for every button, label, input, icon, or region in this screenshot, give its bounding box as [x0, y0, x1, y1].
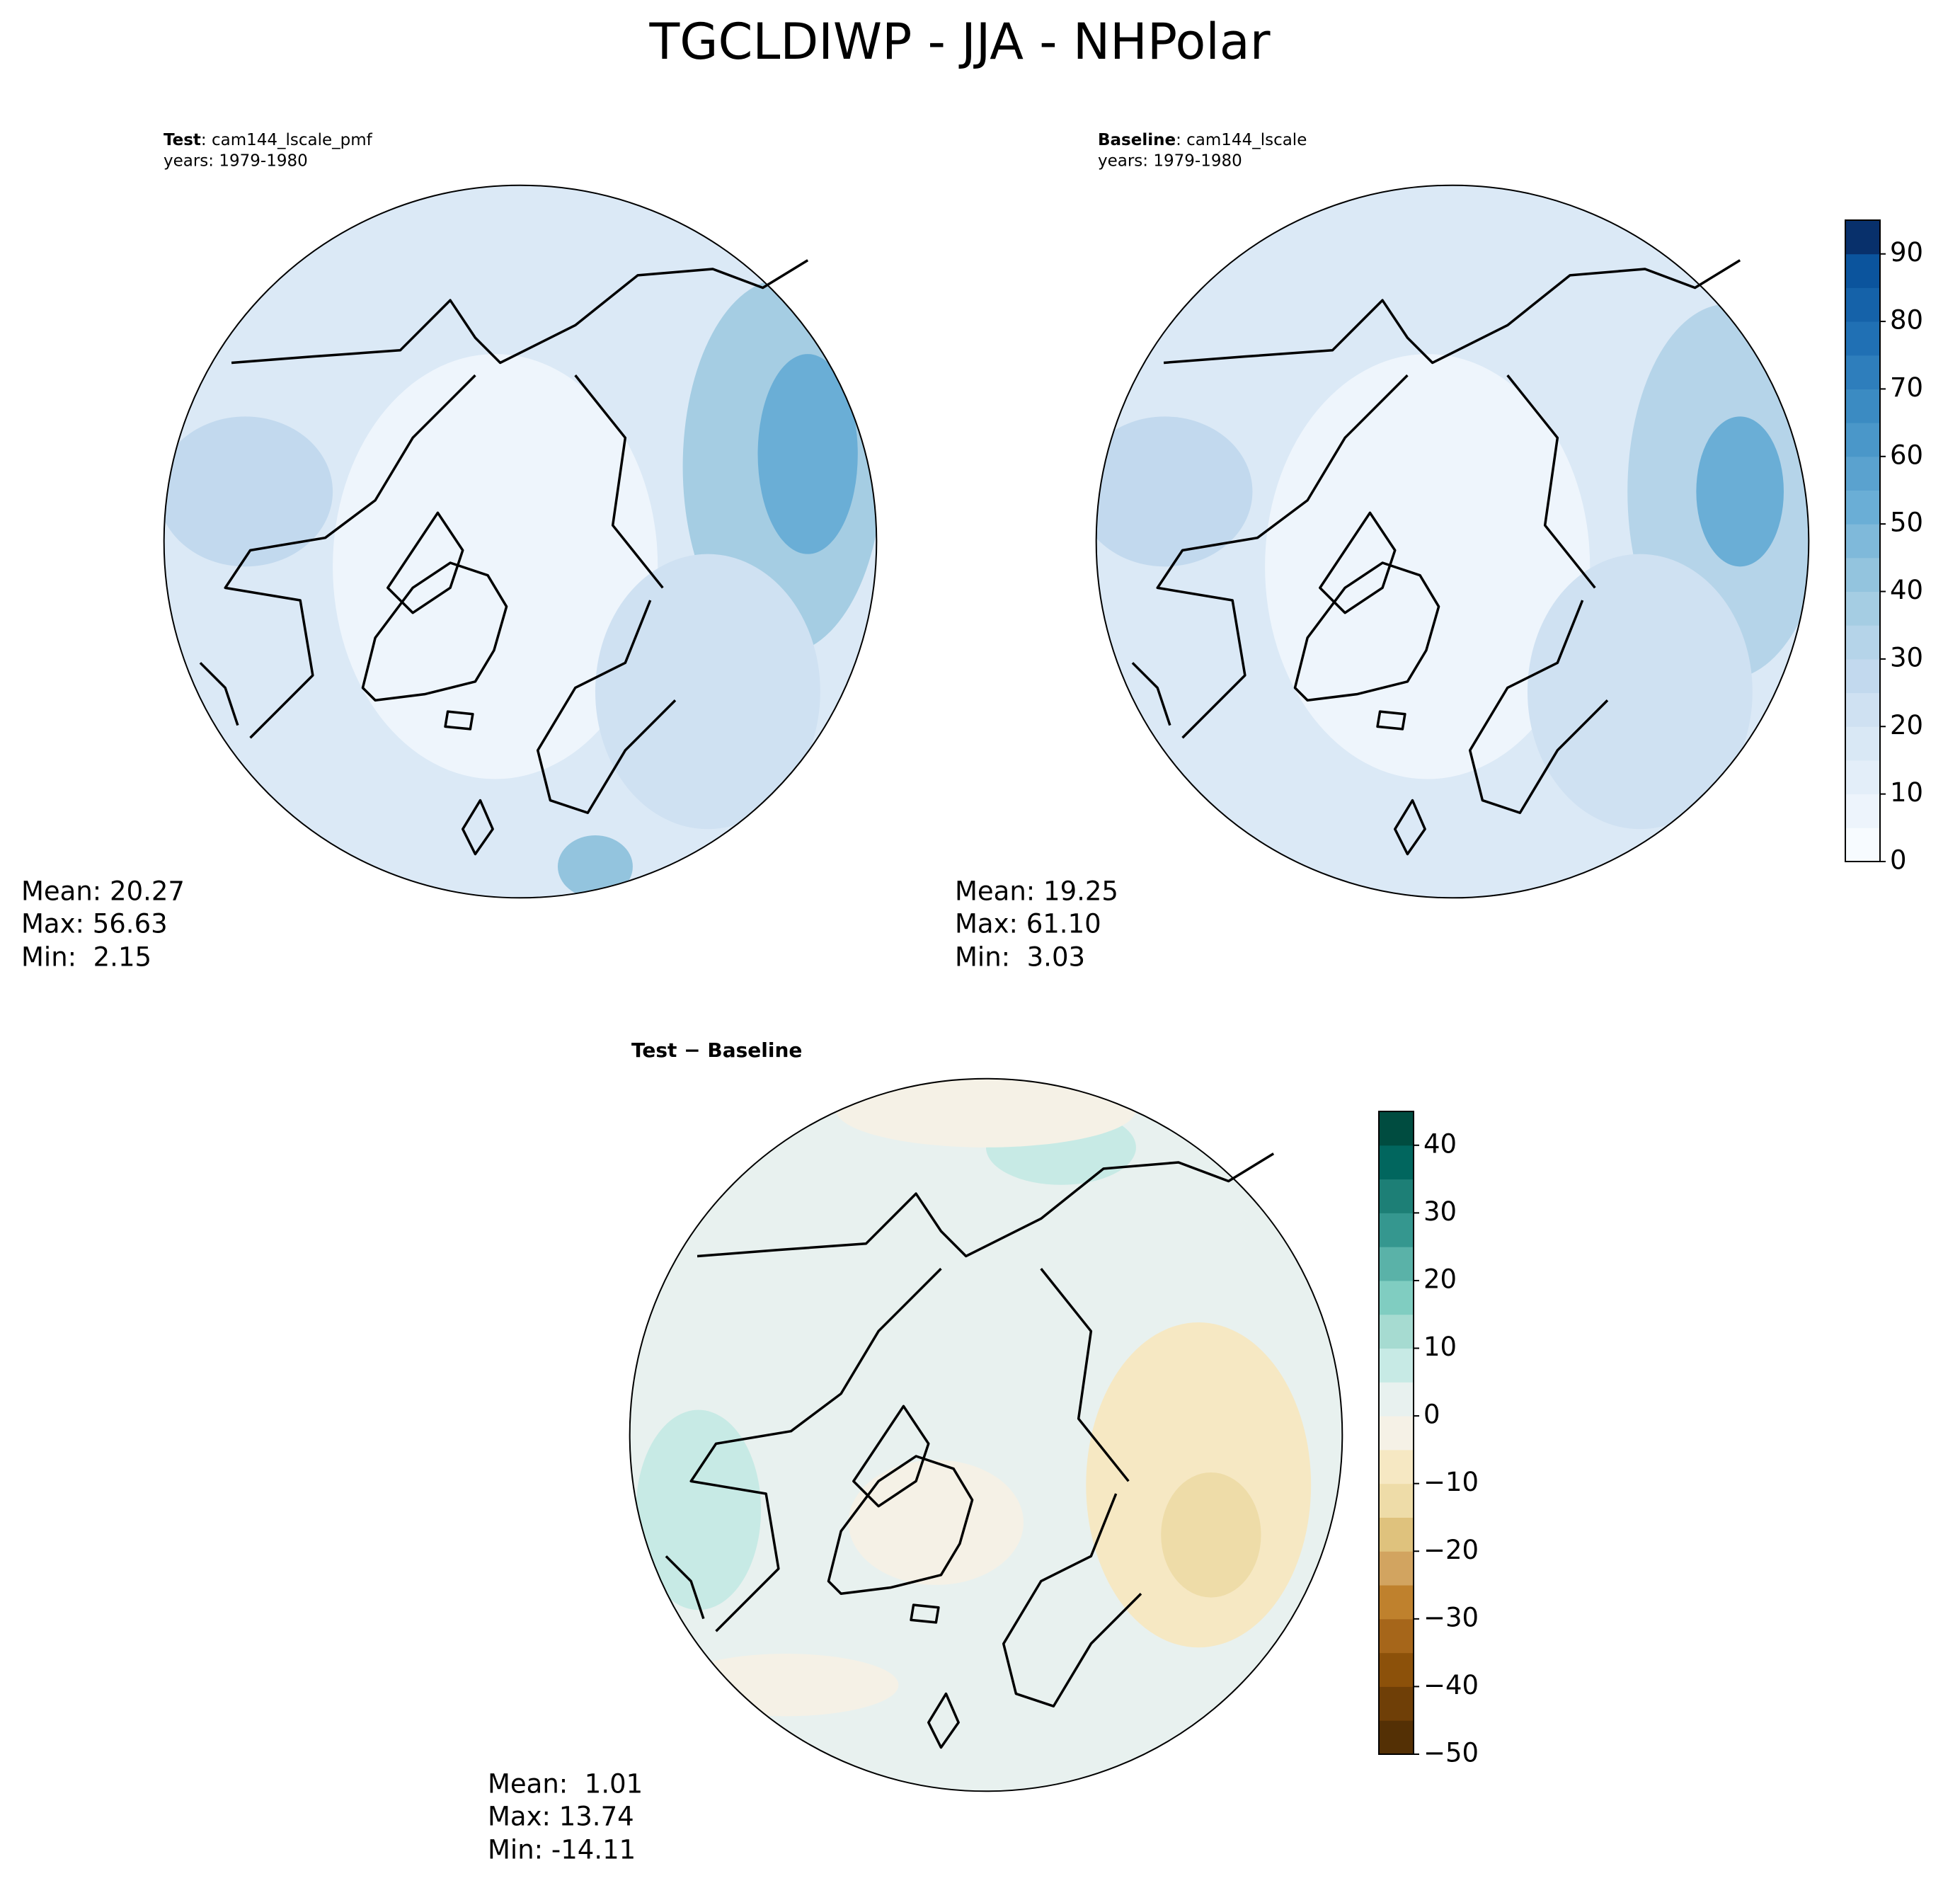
- colorbar-band: [1845, 253, 1880, 288]
- colorbar-band: [1379, 1449, 1414, 1484]
- colorbar-band: [1845, 389, 1880, 423]
- stat: Max: 56.63: [21, 909, 168, 939]
- colorbar-band: [1845, 423, 1880, 457]
- colorbar-tick-label: −30: [1423, 1602, 1479, 1632]
- colorbar-band: [1845, 760, 1880, 795]
- stat: Min: 3.03: [955, 942, 1085, 973]
- colorbar-band: [1379, 1314, 1414, 1349]
- colorbar-band: [1379, 1213, 1414, 1247]
- colorbar-tick-label: 0: [1890, 845, 1907, 876]
- colorbar-band: [1379, 1348, 1414, 1383]
- colorbar-band: [1845, 524, 1880, 559]
- panel: Test − Baseline Mean: 1.01 Max: 13.74 Mi…: [488, 1039, 1342, 1865]
- colorbar-band: [1379, 1585, 1414, 1620]
- years: years: 1979-1980: [1098, 152, 1242, 171]
- colorbar-tick-label: −50: [1423, 1738, 1479, 1768]
- case-name: : cam144_lscale: [1176, 131, 1307, 149]
- colorbar-tick-label: 20: [1423, 1264, 1457, 1294]
- colorbar-band: [1379, 1247, 1414, 1281]
- stat: Min: 2.15: [21, 942, 151, 973]
- colorbar-band: [1845, 321, 1880, 356]
- colorbar-tick-label: 50: [1890, 508, 1923, 538]
- colorbar-band: [1379, 1483, 1414, 1518]
- stat: Mean: 1.01: [488, 1769, 643, 1800]
- stat: Max: 61.10: [955, 909, 1101, 939]
- colorbar-band: [1379, 1652, 1414, 1687]
- colorbar-band: [1845, 692, 1880, 727]
- map: [158, 185, 883, 898]
- colorbar-tick-label: 0: [1423, 1400, 1440, 1430]
- colorbar-band: [1379, 1179, 1414, 1213]
- colorbar-band: [1845, 355, 1880, 389]
- colorbar-band: [1845, 828, 1880, 862]
- colorbar-band: [1845, 557, 1880, 593]
- colorbar-tick-label: 40: [1890, 575, 1923, 605]
- stat: Max: 13.74: [488, 1802, 634, 1832]
- panel: Test: cam144_lscale_pmf years: 1979-1980…: [21, 131, 883, 973]
- colorbar-tick-label: 80: [1890, 305, 1923, 336]
- colorbar-tick-label: 40: [1423, 1128, 1457, 1159]
- colorbar-band: [1379, 1551, 1414, 1586]
- colorbar-tick-label: −20: [1423, 1535, 1479, 1565]
- colorbar-band: [1379, 1111, 1414, 1146]
- colorbar-frame: [1378, 1111, 1414, 1755]
- stat: Min: -14.11: [488, 1835, 636, 1865]
- colorbar-tick-label: 70: [1890, 372, 1923, 403]
- colorbar-frame: [1845, 219, 1881, 862]
- colorbar-band: [1845, 794, 1880, 828]
- colorbar-tick-label: 20: [1890, 710, 1923, 740]
- colorbar-band: [1845, 220, 1880, 255]
- colorbar-tick-label: 30: [1423, 1196, 1457, 1227]
- colorbar-band: [1379, 1618, 1414, 1654]
- colorbar-band: [1379, 1686, 1414, 1721]
- panel-kind: Test: [164, 131, 201, 149]
- colorbar-band: [1845, 456, 1880, 491]
- panel-label: Test: cam144_lscale_pmf: [164, 131, 373, 149]
- colorbar-tick-label: 90: [1890, 237, 1923, 268]
- panel-label: Baseline: cam144_lscale: [1098, 131, 1307, 149]
- panel-kind: Baseline: [1098, 131, 1176, 149]
- colorbar-tick-label: 60: [1890, 440, 1923, 470]
- figure-title: TGCLDIWP - JJA - NHPolar: [649, 13, 1271, 71]
- panel-title: Test − Baseline: [631, 1039, 802, 1062]
- colorbar-band: [1379, 1517, 1414, 1552]
- colorbar-band: [1379, 1280, 1414, 1315]
- colorbar-band: [1379, 1720, 1414, 1755]
- colorbar-tick-label: −40: [1423, 1670, 1479, 1700]
- colorbar-band: [1845, 726, 1880, 761]
- stat: Mean: 20.27: [21, 876, 185, 907]
- colorbar-band: [1845, 490, 1880, 525]
- colorbar-band: [1379, 1145, 1414, 1180]
- panel: Baseline: cam144_lscale years: 1979-1980…: [955, 131, 1828, 973]
- stat: Mean: 19.25: [955, 876, 1118, 907]
- colorbar-tick-label: 10: [1890, 777, 1923, 808]
- colorbar-tick-label: −10: [1423, 1467, 1479, 1497]
- colorbar-band: [1845, 591, 1880, 626]
- colorbar-band: [1845, 287, 1880, 322]
- map: [1077, 185, 1828, 898]
- colorbar-band: [1379, 1382, 1414, 1417]
- colorbar-tick-label: 30: [1890, 642, 1923, 673]
- map: [630, 1072, 1343, 1791]
- case-name: : cam144_lscale_pmf: [201, 131, 373, 149]
- colorbar-tick-label: 10: [1423, 1332, 1457, 1362]
- colorbar-band: [1845, 625, 1880, 660]
- colorbar-band: [1379, 1416, 1414, 1451]
- years: years: 1979-1980: [164, 152, 308, 171]
- colorbar-band: [1845, 658, 1880, 694]
